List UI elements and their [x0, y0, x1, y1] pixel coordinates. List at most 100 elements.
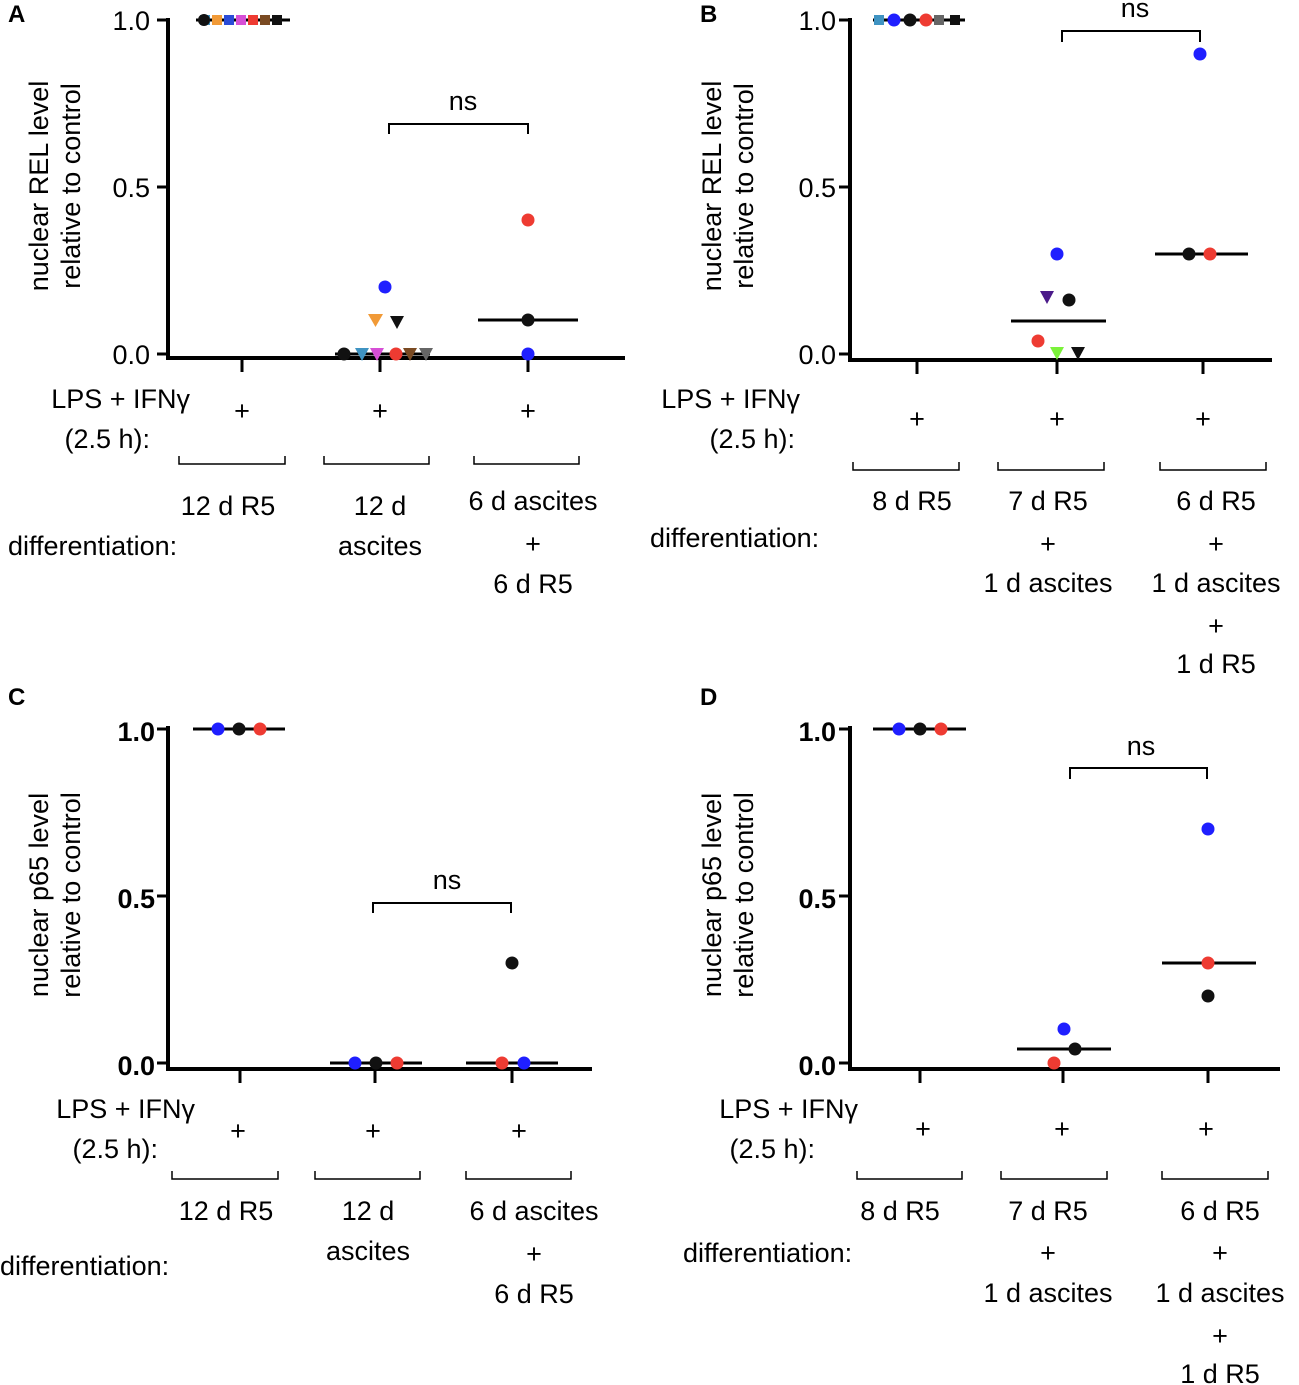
treatment-value: +: [909, 404, 925, 434]
data-point: [887, 13, 901, 27]
group-bracket: [171, 1171, 279, 1180]
data-point: [1050, 247, 1064, 261]
group-bracket: [178, 456, 286, 465]
data-point: [934, 722, 948, 736]
data-point: [370, 348, 384, 361]
treatment-value: +: [915, 1114, 931, 1144]
data-point: [1050, 347, 1064, 360]
treatment-value: +: [230, 1116, 246, 1146]
data-point: [369, 1056, 383, 1070]
group-label: ascites: [326, 1236, 410, 1266]
treatment-value: +: [1195, 404, 1211, 434]
significance-label: ns: [1121, 0, 1150, 23]
data-point: [950, 15, 960, 25]
group-label: 8 d R5: [872, 486, 952, 516]
group-label: 6 d R5: [494, 1279, 574, 1309]
group-label: 1 d R5: [1176, 649, 1256, 679]
treatment-value: +: [520, 396, 536, 426]
y-tick-label: 0.0: [117, 1051, 155, 1081]
group-label: 12 d: [342, 1196, 395, 1226]
differentiation-row-label: differentiation:: [683, 1238, 852, 1268]
data-point: [248, 15, 258, 25]
significance-bracket: [1061, 30, 1201, 42]
data-point: [919, 13, 933, 27]
data-point: [1203, 247, 1217, 261]
significance-label: ns: [433, 865, 462, 895]
data-point: [419, 348, 433, 361]
differentiation-row-label: differentiation:: [0, 1251, 169, 1281]
significance-bracket: [1069, 767, 1208, 779]
group-label: 1 d ascites: [1151, 568, 1280, 598]
data-point: [903, 13, 917, 27]
treatment-row-label: LPS + IFNγ: [51, 384, 190, 414]
data-point: [521, 347, 535, 361]
group-label: 12 d R5: [179, 1196, 274, 1226]
y-tick-label: 0.0: [798, 1051, 836, 1081]
data-point: [236, 15, 246, 25]
group-label: 6 d ascites: [469, 1196, 598, 1226]
group-bracket: [1161, 1171, 1269, 1180]
group-bracket: [1159, 462, 1267, 471]
data-point: [253, 722, 267, 736]
group-bracket: [465, 1171, 572, 1180]
panel-a: A nuclear REL level relative to control …: [8, 1, 625, 599]
panel-c: C nuclear p65 level relative to control …: [0, 684, 599, 1309]
data-point: [348, 1056, 362, 1070]
y-tick-label: 1.0: [112, 6, 150, 36]
group-label: 6 d R5: [1176, 486, 1256, 516]
group-bracket: [856, 1171, 963, 1180]
data-point: [260, 15, 270, 25]
y-axis-label-line1: nuclear p65 level: [697, 793, 727, 997]
group-label: 12 d R5: [181, 491, 276, 521]
group-bracket: [314, 1171, 421, 1180]
treatment-row-label: LPS + IFNγ: [56, 1094, 195, 1124]
data-point: [368, 314, 383, 327]
treatment-row-label: (2.5 h):: [729, 1134, 815, 1164]
data-point: [1071, 347, 1085, 360]
treatment-row-label: (2.5 h):: [709, 424, 795, 454]
y-tick-label: 1.0: [798, 6, 836, 36]
group-label: +: [526, 1239, 542, 1269]
data-point: [517, 1056, 531, 1070]
group-bracket: [997, 462, 1105, 471]
data-points: [874, 13, 1217, 360]
data-point: [1031, 334, 1045, 348]
group-label: 6 d R5: [493, 569, 573, 599]
y-tick-label: 0.0: [798, 340, 836, 370]
group-bracket: [852, 462, 960, 471]
data-point: [521, 213, 535, 227]
group-label: 6 d ascites: [468, 486, 597, 516]
panel-d: D nuclear p65 level relative to control …: [683, 684, 1285, 1385]
data-point: [390, 1056, 404, 1070]
group-label: 6 d R5: [1180, 1196, 1260, 1226]
treatment-value: +: [1198, 1114, 1214, 1144]
data-point: [1040, 291, 1054, 304]
group-label: ascites: [338, 531, 422, 561]
group-label: 1 d ascites: [983, 1278, 1112, 1308]
data-point: [874, 15, 884, 25]
group-label: +: [1208, 611, 1224, 641]
significance-label: ns: [449, 86, 478, 116]
y-axis-label-line2: relative to control: [56, 792, 86, 998]
y-tick-label: 1.0: [117, 717, 155, 747]
panel-letter: B: [700, 1, 717, 28]
group-bracket: [323, 456, 430, 465]
data-point: [1193, 47, 1207, 61]
data-point: [389, 347, 403, 361]
data-point: [1068, 1042, 1082, 1056]
y-axis-label-line2: relative to control: [729, 792, 759, 998]
y-axis-label-line2: relative to control: [729, 83, 759, 289]
group-label: 1 d R5: [1180, 1359, 1260, 1385]
data-point: [403, 348, 417, 361]
group-label: 1 d ascites: [983, 568, 1112, 598]
y-axis-label-line1: nuclear REL level: [24, 81, 54, 292]
data-point: [1201, 989, 1215, 1003]
y-axis-label-line2: relative to control: [56, 83, 86, 289]
y-tick-label: 0.5: [798, 884, 836, 914]
group-label: +: [1212, 1321, 1228, 1351]
group-label: 7 d R5: [1008, 486, 1088, 516]
data-point: [1047, 1056, 1061, 1070]
y-tick-label: 0.5: [112, 173, 150, 203]
treatment-value: +: [1049, 404, 1065, 434]
